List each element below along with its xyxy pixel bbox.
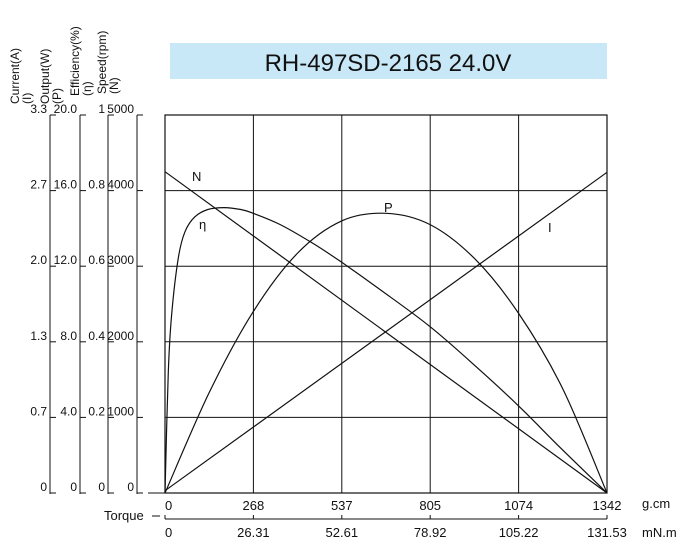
y-axis-title-line: Speed(rpm) [95, 31, 109, 94]
x-unit-gcm: g.cm [642, 496, 670, 511]
x-tick-label-mnm: 131.53 [587, 525, 627, 540]
y-axis-title-speed: Speed(rpm)(N) [95, 31, 121, 94]
plot-grid [165, 115, 607, 493]
x-tick-label-gcm: 1342 [593, 498, 622, 513]
y-axis-title-line: (η) [80, 81, 94, 96]
x-tick-label-mnm: 78.92 [414, 525, 447, 540]
x-tick-label-gcm: 537 [331, 498, 353, 513]
y-axis-title-line: (P) [50, 88, 64, 104]
y-axis-title-current: Current(A)(I) [8, 48, 34, 104]
series-label-output: P [384, 200, 393, 215]
y-tick-label-speed: 0 [127, 480, 134, 494]
x-tick-label-mnm: 26.31 [237, 525, 270, 540]
y-axis-title-line: Current(A) [8, 48, 22, 104]
chart-title: RH-497SD-2165 24.0V [265, 50, 512, 77]
series-label-current: I [548, 220, 552, 235]
y-tick-label-speed: 5000 [107, 102, 134, 116]
plot-frame [164, 114, 608, 494]
y-axis-title-line: Efficiency(%) [68, 26, 82, 96]
y-tick-label-current: 2.7 [30, 178, 47, 192]
series-label-efficiency: η [199, 217, 206, 232]
x-tick-label-gcm: 1074 [504, 498, 533, 513]
y-tick-label-speed: 2000 [107, 329, 134, 343]
series-label-speed: N [192, 169, 201, 184]
series-line-output [164, 212, 608, 494]
y-tick-label-current: 0 [40, 480, 47, 494]
y-axis-title-output: Output(W)(P) [38, 49, 64, 104]
y-tick-label-output: 16.0 [54, 178, 78, 192]
y-tick-label-output: 20.0 [54, 102, 78, 116]
y-tick-label-efficiency: 0 [98, 480, 105, 494]
y-axis-title-efficiency: Efficiency(%)(η) [68, 26, 94, 96]
performance-curves: N I Pη [164, 169, 608, 494]
x-tick-label-mnm: 52.61 [326, 525, 359, 540]
x-tick-label-mnm: 105.22 [499, 525, 539, 540]
y-tick-label-output: 0 [70, 480, 77, 494]
y-tick-label-efficiency: 0.4 [88, 329, 105, 343]
y-axes: 00.71.32.02.73.3Current(A)(I)04.08.012.0… [8, 26, 165, 494]
title-banner [170, 43, 607, 79]
series-line-efficiency [164, 206, 608, 494]
y-tick-label-current: 2.0 [30, 253, 47, 267]
x-unit-mnm: mN.m [642, 525, 677, 540]
y-axis-title-line: (I) [20, 93, 34, 104]
y-tick-label-efficiency: 0.2 [88, 404, 105, 418]
y-tick-label-current: 0.7 [30, 404, 47, 418]
x-tick-label-gcm: 268 [243, 498, 265, 513]
y-tick-label-current: 3.3 [30, 102, 47, 116]
x-axes: 0 268 537 805 1074 1342 0 26.31 52.61 78.92 105.22… [152, 498, 627, 540]
y-axis-title-line: (N) [107, 77, 121, 94]
series-line-current [164, 171, 608, 492]
y-tick-label-speed: 3000 [107, 253, 134, 267]
y-tick-label-speed: 1000 [107, 404, 134, 418]
x-tick-label-gcm: 805 [419, 498, 441, 513]
series-line-speed [164, 171, 608, 494]
x-tick-label-gcm: 0 [165, 498, 172, 513]
x-axis-label-torque: Torque [104, 508, 144, 523]
y-tick-label-output: 12.0 [54, 253, 78, 267]
x-tick-label-mnm: 0 [165, 525, 172, 540]
y-tick-label-efficiency: 0.8 [88, 178, 105, 192]
y-tick-label-efficiency: 0.6 [88, 253, 105, 267]
y-tick-label-output: 4.0 [60, 404, 77, 418]
y-tick-label-output: 8.0 [60, 329, 77, 343]
y-tick-label-current: 1.3 [30, 329, 47, 343]
y-tick-label-efficiency: 1 [98, 102, 105, 116]
y-tick-label-speed: 4000 [107, 178, 134, 192]
y-axis-title-line: Output(W) [38, 49, 52, 104]
